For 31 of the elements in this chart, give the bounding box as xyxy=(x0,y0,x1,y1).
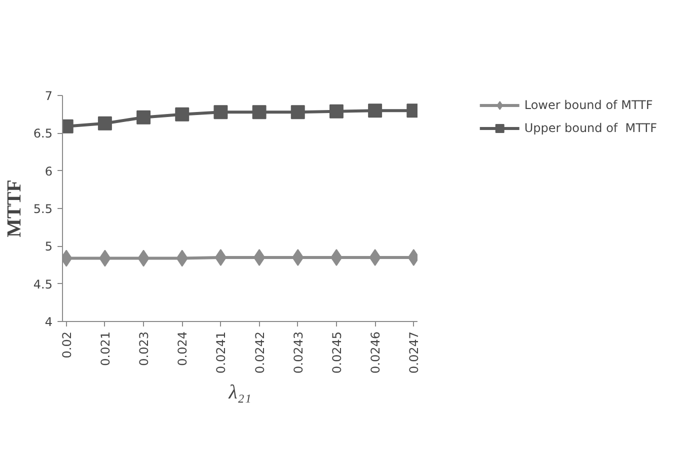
y-tick-label: 6 xyxy=(44,164,53,178)
legend-label: Upper bound of MTTF xyxy=(524,121,657,135)
point xyxy=(368,104,382,118)
y-tick-label: 6.5 xyxy=(33,126,53,141)
x-axis-title: λ₂₁ xyxy=(228,381,252,404)
x-tick-label: 0.021 xyxy=(98,331,112,366)
x-tick-label: 0.024 xyxy=(176,331,190,366)
y-axis-title: MTTF xyxy=(3,180,26,238)
legend-label: Lower bound of MTTF xyxy=(524,98,653,112)
x-tick-label: 0.0243 xyxy=(291,331,306,374)
y-tick-label: 5.5 xyxy=(33,202,53,216)
y-tick-label: 4 xyxy=(44,315,53,329)
point xyxy=(175,107,190,122)
point xyxy=(98,116,112,130)
x-tick-label: 0.0247 xyxy=(407,331,422,374)
x-tick-label: 0.0245 xyxy=(330,331,344,374)
x-tick-label: 0.0241 xyxy=(214,331,228,374)
x-tick-label: 0.023 xyxy=(137,331,152,366)
x-tick-label: 0.0246 xyxy=(368,331,383,374)
point xyxy=(136,110,151,124)
point xyxy=(290,105,305,120)
y-tick-label: 5 xyxy=(44,240,53,254)
point xyxy=(253,248,266,266)
x-tick-label: 0.0242 xyxy=(252,331,267,374)
y-tick-label: 7 xyxy=(44,89,53,103)
point xyxy=(252,105,266,120)
point xyxy=(214,248,227,266)
point xyxy=(214,105,228,120)
x-tick-label: 0.02 xyxy=(60,332,74,358)
point xyxy=(329,104,344,118)
y-tick-label: 4.5 xyxy=(33,277,53,292)
